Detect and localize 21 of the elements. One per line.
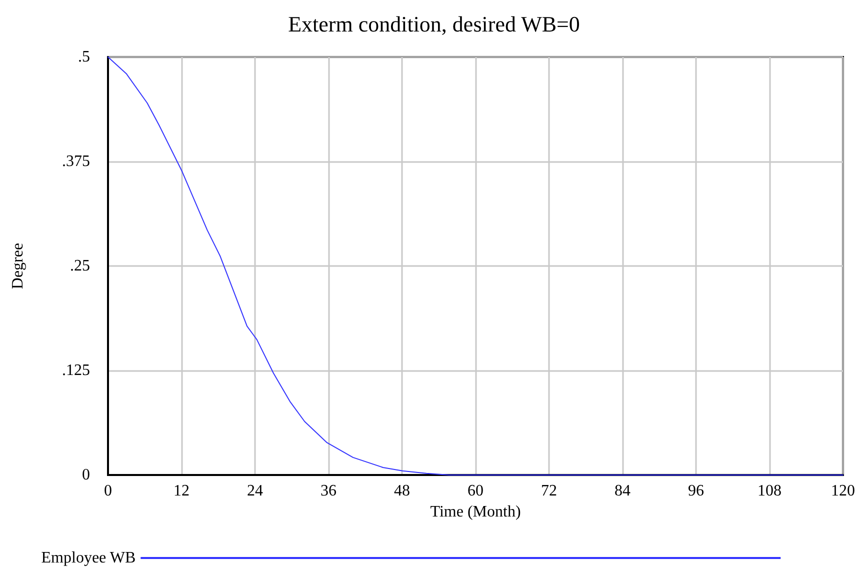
x-tick-label: 120: [831, 482, 855, 500]
y-tick-label: 0: [82, 466, 90, 484]
text: Employee WB: [41, 550, 136, 566]
x-tick-label: 60: [468, 482, 484, 500]
line-series: [108, 56, 844, 476]
y-tick-label: .5: [78, 48, 90, 66]
x-axis-title: Time (Month): [430, 503, 521, 520]
y-axis-title: Degree: [10, 242, 26, 290]
x-tick-label: 12: [174, 482, 190, 500]
chart-title: Exterm condition, desired WB=0: [288, 12, 580, 36]
x-tick-label: 96: [688, 482, 704, 500]
x-tick-label: 108: [758, 482, 782, 500]
x-tick-label: 36: [320, 482, 336, 500]
x-tick-label: 0: [104, 482, 112, 500]
y-tick-label: .25: [70, 258, 90, 274]
x-tick-label: 24: [247, 482, 263, 500]
x-tick-label: 72: [541, 482, 557, 500]
x-tick-label: 48: [394, 482, 410, 500]
x-tick-label: 84: [614, 482, 630, 500]
y-tick-label: .125: [62, 362, 90, 379]
y-tick-label: .375: [62, 153, 90, 170]
